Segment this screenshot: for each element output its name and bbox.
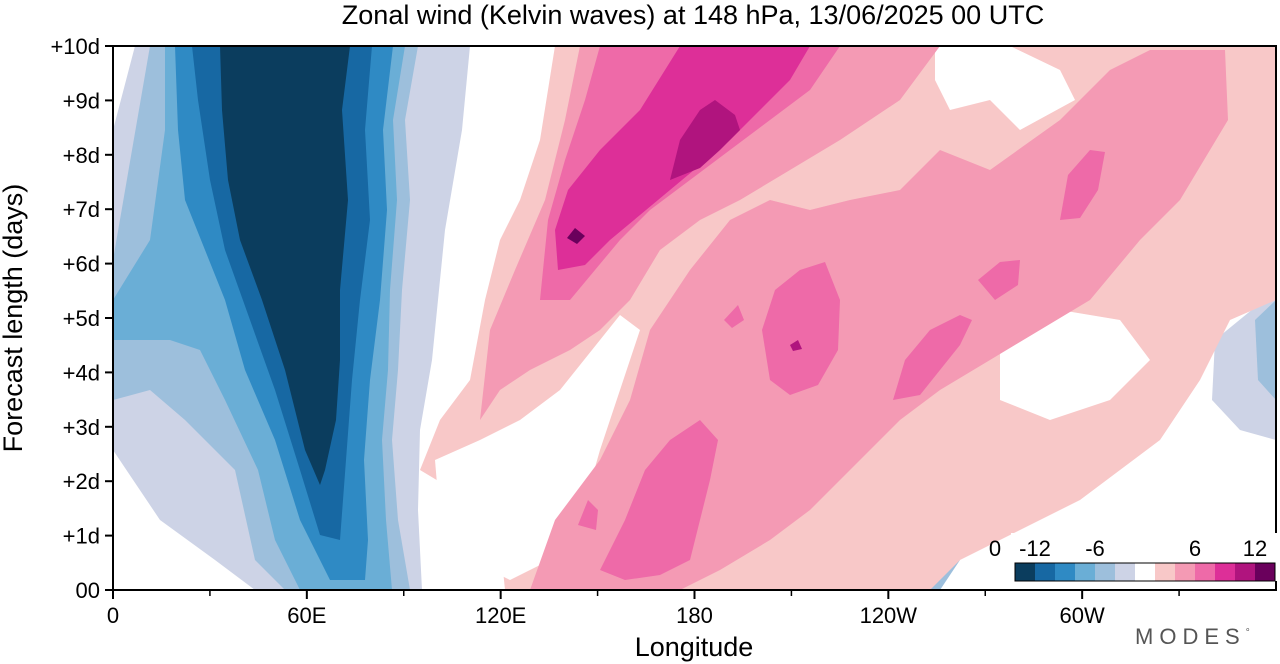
y-tick-label: 00 — [76, 578, 100, 603]
y-tick-label: +3d — [63, 415, 100, 440]
x-tick-label: 60E — [287, 603, 326, 628]
contour-pos-level-3-e — [978, 260, 1020, 300]
y-axis: 00 +1d +2d +3d +4d +5d +6d +7d +8d +9d +10d — [50, 34, 113, 603]
contour-pos-level-3-d — [893, 315, 972, 400]
contour-pos-level-6-b — [790, 340, 802, 351]
contour-pos-level-6 — [567, 228, 585, 244]
colorbar-swatch — [1215, 563, 1236, 581]
colorbar-swatch — [1195, 563, 1216, 581]
colorbar-label: 12 — [1243, 536, 1267, 561]
colorbar-swatch — [1115, 563, 1136, 581]
brand-mark: ° — [1245, 627, 1250, 639]
y-tick-label: +4d — [63, 360, 100, 385]
x-tick-label: 60W — [1060, 603, 1105, 628]
x-tick-label: 0 — [107, 603, 119, 628]
colorbar: -12 -6 0 6 12 — [989, 533, 1279, 582]
x-axis-label: Longitude — [635, 632, 754, 662]
colorbar-swatch — [1095, 563, 1116, 581]
chart-title: Zonal wind (Kelvin waves) at 148 hPa, 13… — [342, 0, 1044, 30]
brand-text: MODES — [1135, 624, 1246, 649]
y-tick-label: +8d — [63, 143, 100, 168]
contour-white-gap-middle — [435, 315, 640, 580]
x-tick-label: 180 — [676, 603, 713, 628]
colorbar-frame — [1014, 562, 1276, 582]
colorbar-swatch — [1055, 563, 1076, 581]
contour-pos-level-5 — [670, 100, 740, 180]
colorbar-swatch — [1135, 563, 1156, 581]
contour-neg-level-6 — [220, 46, 350, 485]
colorbar-swatch — [1075, 563, 1096, 581]
contour-pos-level-3-f — [1060, 150, 1105, 220]
colorbar-label: 0 — [989, 536, 1001, 561]
contour-pos-level-3-c — [762, 262, 840, 395]
x-axis: 0 60E 120E 180 120W 60W — [107, 590, 1180, 628]
colorbar-swatch — [1015, 563, 1036, 581]
contour-white-gap-se — [1000, 310, 1150, 420]
y-tick-label: +5d — [63, 306, 100, 331]
contour-white-gap-east — [935, 46, 1075, 130]
y-tick-label: +2d — [63, 469, 100, 494]
colorbar-swatch — [1175, 563, 1196, 581]
colorbar-swatch — [1235, 563, 1256, 581]
x-tick-label: 120E — [475, 603, 526, 628]
x-tick-label: 120W — [860, 603, 918, 628]
y-tick-label: +1d — [63, 524, 100, 549]
y-tick-label: +6d — [63, 252, 100, 277]
plot-area — [113, 46, 1276, 590]
contour-neg-patch-east-core — [1255, 300, 1276, 400]
colorbar-swatch — [1155, 563, 1176, 581]
contour-pos-level-3-g — [578, 500, 598, 530]
brand-logo: MODES° — [1135, 624, 1250, 650]
colorbar-label: 6 — [1189, 536, 1201, 561]
y-tick-label: +9d — [63, 88, 100, 113]
y-tick-label: +10d — [50, 34, 100, 59]
positive-contours — [420, 46, 1276, 590]
contour-pos-level-3-b — [600, 420, 718, 580]
colorbar-swatch — [1035, 563, 1056, 581]
colorbar-swatch — [1255, 563, 1276, 581]
y-axis-label: Forecast length (days) — [0, 184, 28, 453]
colorbar-label: -12 — [1019, 536, 1051, 561]
y-tick-label: +7d — [63, 197, 100, 222]
colorbar-label: -6 — [1085, 536, 1105, 561]
contour-pos-level-3-h — [724, 305, 744, 328]
